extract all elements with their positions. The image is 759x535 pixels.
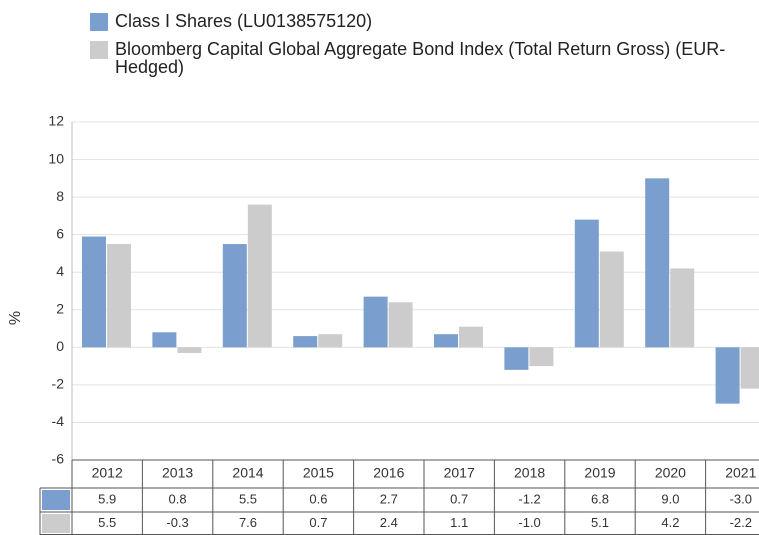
bar (82, 236, 106, 348)
y-tick-label: -4 (52, 413, 65, 429)
x-tick-label: 2015 (303, 465, 334, 481)
bar (177, 347, 202, 353)
table-value: 5.1 (591, 515, 609, 530)
bar (599, 251, 624, 348)
bar (529, 347, 554, 367)
bar (363, 296, 388, 348)
bar (504, 347, 529, 370)
table-value: 6.8 (591, 491, 609, 506)
x-tick-label: 2021 (725, 465, 756, 481)
bar (388, 302, 413, 348)
legend-swatch (90, 41, 108, 59)
table-value: 0.7 (450, 491, 468, 506)
y-tick-label: 4 (56, 263, 64, 279)
table-value: -2.2 (730, 515, 752, 530)
bar (222, 244, 247, 348)
x-tick-label: 2014 (232, 465, 263, 481)
y-tick-label: 12 (48, 113, 64, 129)
y-tick-label: 8 (56, 188, 64, 204)
bar (740, 347, 759, 389)
x-tick-label: 2013 (162, 465, 193, 481)
bar (434, 334, 458, 348)
legend-swatch (90, 13, 108, 31)
table-value: -1.2 (518, 491, 540, 506)
bar (152, 332, 177, 348)
x-tick-label: 2016 (373, 465, 404, 481)
table-value: -1.0 (518, 515, 540, 530)
bar (293, 336, 318, 348)
table-value: -3.0 (730, 491, 752, 506)
bar (459, 326, 483, 348)
y-tick-label: 10 (48, 150, 64, 166)
y-tick-label: -6 (52, 451, 65, 467)
x-tick-label: 2017 (444, 465, 475, 481)
table-value: 5.9 (98, 491, 116, 506)
x-tick-label: 2020 (655, 465, 686, 481)
table-value: 0.7 (309, 515, 327, 530)
table-value: 4.2 (661, 515, 679, 530)
bar (670, 268, 695, 348)
table-swatch (42, 490, 70, 510)
table-value: 2.7 (380, 491, 398, 506)
x-tick-label: 2019 (584, 465, 615, 481)
y-tick-label: 6 (56, 225, 64, 241)
table-value: 5.5 (98, 515, 116, 530)
table-value: 7.6 (239, 515, 257, 530)
legend-label: Bloomberg Capital Global Aggregate Bond … (115, 39, 726, 77)
bar (645, 178, 670, 348)
y-axis-label: % (7, 311, 24, 325)
table-value: 0.8 (169, 491, 187, 506)
x-tick-label: 2018 (514, 465, 545, 481)
bar (107, 244, 131, 348)
bar (247, 204, 272, 348)
legend-label: Class I Shares (LU0138575120) (115, 11, 373, 31)
table-value: 0.6 (309, 491, 327, 506)
table-value: 1.1 (450, 515, 468, 530)
y-tick-label: -2 (52, 376, 65, 392)
y-tick-label: 2 (56, 300, 64, 316)
table-swatch (42, 514, 70, 533)
table-value: 9.0 (661, 491, 679, 506)
table-value: -0.3 (166, 515, 188, 530)
bar (318, 334, 343, 348)
table-value: 2.4 (380, 515, 398, 530)
bar (715, 347, 740, 404)
table-value: 5.5 (239, 491, 257, 506)
bar (574, 219, 599, 348)
y-tick-label: 0 (56, 338, 64, 354)
x-tick-label: 2012 (92, 465, 123, 481)
